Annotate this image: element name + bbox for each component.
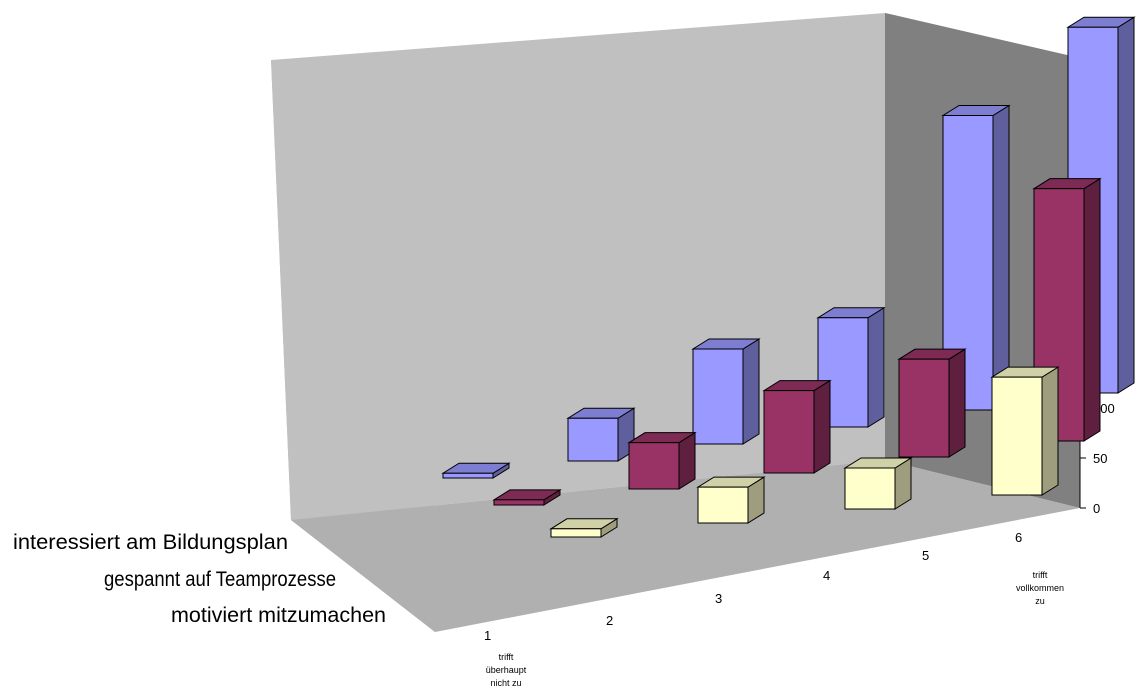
x-category-note: vollkommen — [1016, 583, 1064, 593]
bar-side — [867, 306, 885, 428]
x-axis-categories: 1 2 3 4 5 6 trifft überhaupt nicht zu trifft vollk… — [484, 530, 1064, 688]
bar-front — [697, 486, 749, 524]
bar — [492, 488, 562, 506]
bar-side — [1083, 177, 1101, 442]
bar-side — [1041, 366, 1059, 496]
bar-front — [763, 390, 815, 474]
bar — [897, 348, 967, 458]
bar-front — [1033, 188, 1085, 442]
bar-front — [692, 348, 744, 445]
bar — [627, 431, 697, 490]
series-label: interessiert am Bildungsplan — [13, 531, 288, 554]
bar-front — [844, 467, 896, 510]
y-tick-label: 50 — [1093, 451, 1107, 466]
bar — [549, 517, 619, 538]
x-category-label: 2 — [606, 613, 613, 628]
bar-side — [992, 104, 1010, 411]
bar-side — [742, 338, 760, 445]
x-category-note: nicht zu — [490, 678, 521, 688]
bar-front — [550, 528, 602, 538]
bar — [691, 338, 761, 445]
x-category-note: zu — [1035, 596, 1045, 606]
bar-front — [898, 358, 950, 458]
bar — [1032, 177, 1102, 442]
bar — [990, 366, 1060, 496]
bar — [696, 476, 766, 524]
bar-side — [1117, 16, 1135, 394]
bar-front — [493, 499, 545, 506]
y-tick-label: 0 — [1093, 501, 1100, 516]
x-category-label: 5 — [922, 548, 929, 563]
bar-front — [991, 376, 1043, 496]
bar-side — [813, 379, 831, 474]
x-category-note: überhaupt — [486, 665, 527, 675]
x-category-label: 1 — [484, 628, 491, 643]
bar-front — [442, 472, 494, 479]
bar-side — [948, 348, 966, 458]
x-category-note: trifft — [499, 652, 514, 662]
bar — [566, 407, 636, 462]
bar — [762, 379, 832, 474]
x-category-label: 6 — [1015, 530, 1022, 545]
bar — [816, 306, 886, 428]
bar — [441, 462, 511, 479]
bar — [843, 457, 913, 510]
series-label: gespannt auf Teamprozesse — [104, 568, 336, 591]
bars — [441, 16, 1136, 538]
series-labels: interessiert am Bildungsplan gespannt auf… — [13, 531, 386, 627]
bar-front — [628, 442, 680, 490]
x-category-label: 4 — [823, 568, 830, 583]
series-label: motiviert mitzumachen — [171, 604, 386, 627]
x-category-note: trifft — [1033, 570, 1048, 580]
x-category-label: 3 — [715, 591, 722, 606]
bar-front — [567, 417, 619, 462]
